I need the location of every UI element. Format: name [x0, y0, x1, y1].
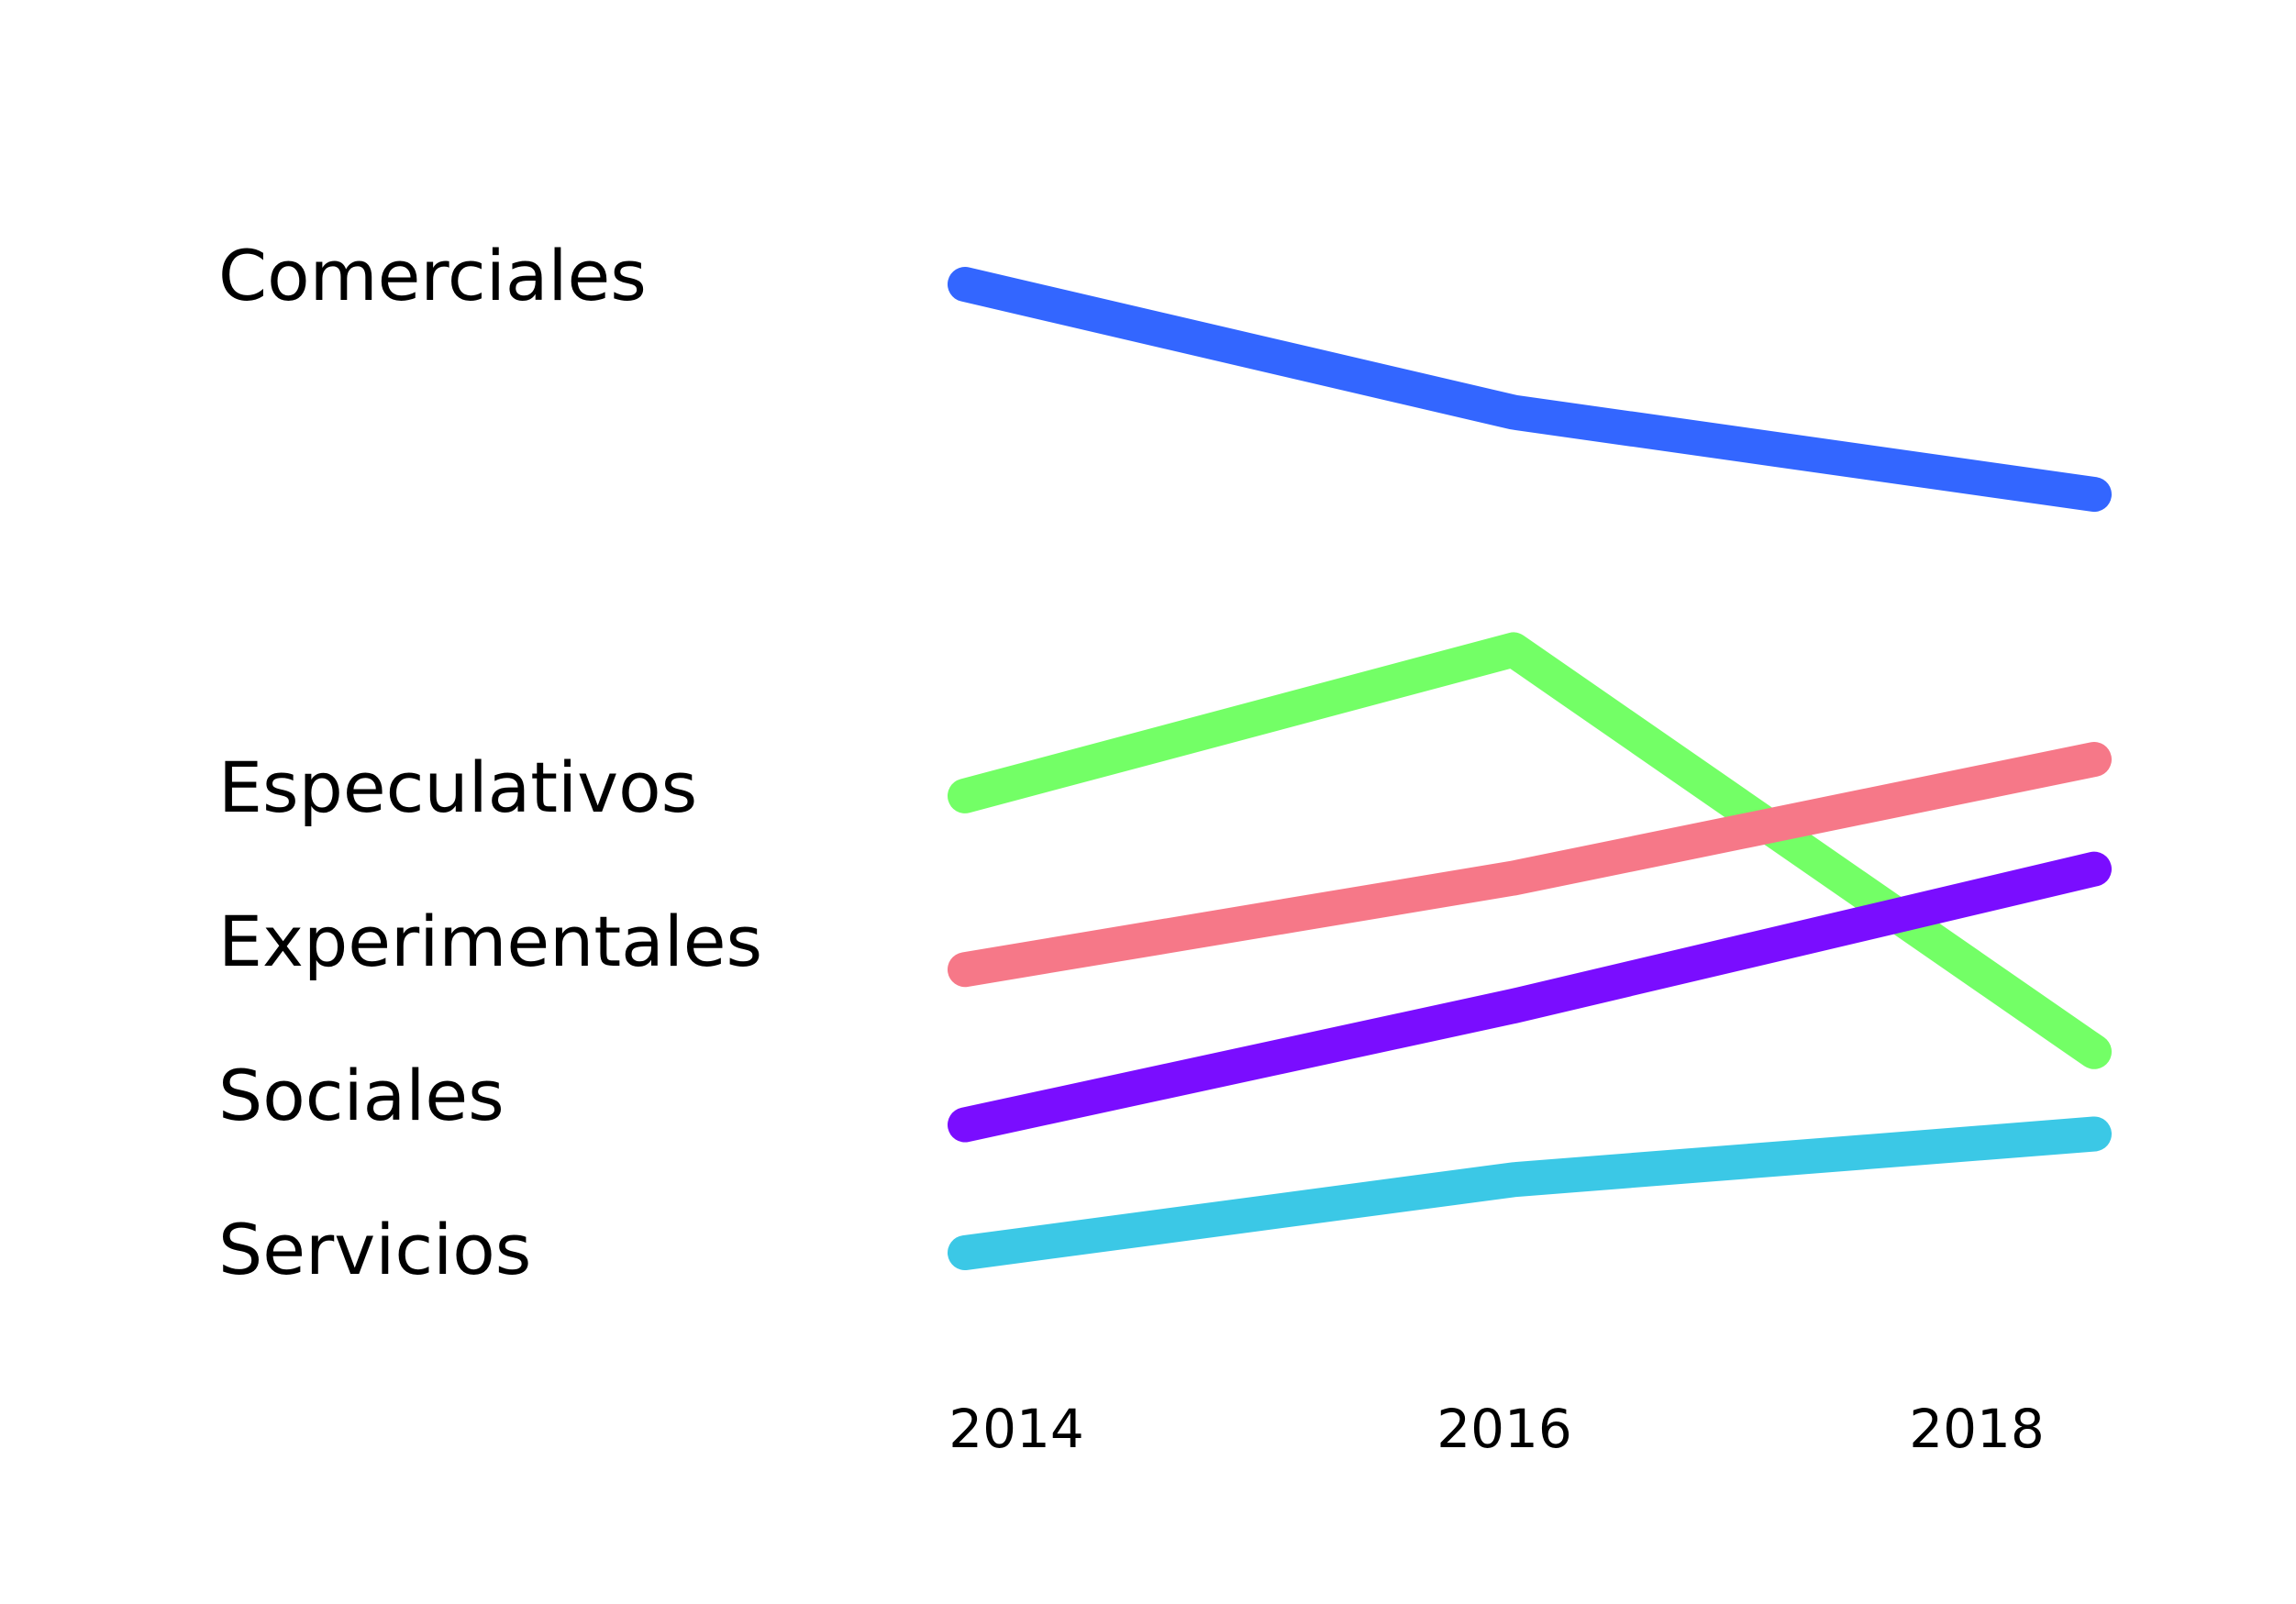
series-label-experimentales: Experimentales: [218, 901, 762, 982]
series-line-comerciales: [948, 267, 2112, 513]
x-tick-label-2014: 2014: [948, 1398, 1084, 1460]
series-label-especulativos: Especulativos: [218, 747, 697, 828]
series-label-sociales: Sociales: [218, 1055, 505, 1136]
series-line-experimentales: [948, 742, 2112, 988]
series-label-servicios: Servicios: [218, 1209, 531, 1290]
x-tick-label-2016: 2016: [1436, 1398, 1572, 1460]
x-tick-label-2018: 2018: [1909, 1398, 2045, 1460]
x-axis: 2014 2016 2018: [948, 1398, 2045, 1460]
series-line-sociales: [948, 851, 2112, 1143]
series-line-servicios: [948, 1116, 2112, 1270]
series-label-comerciales: Comerciales: [218, 235, 647, 316]
series-lines: [948, 267, 2112, 1270]
series-labels: Comerciales Especulativos Experimentales…: [218, 235, 762, 1290]
